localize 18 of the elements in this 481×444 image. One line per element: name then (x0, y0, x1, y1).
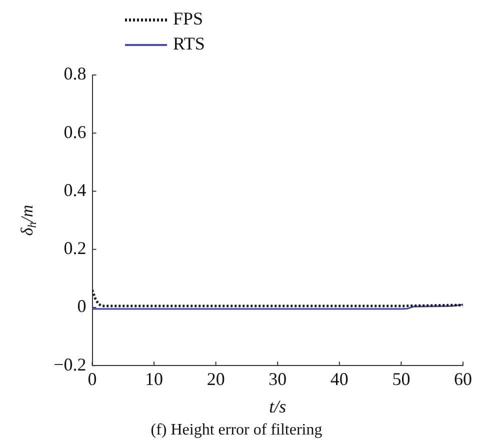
legend-label: FPS (173, 8, 204, 29)
y-tick-label: 0 (77, 296, 86, 316)
x-tick-label: 40 (330, 369, 348, 390)
y-tick-label: 0.6 (64, 122, 86, 142)
y-tick-label: −0.2 (54, 354, 86, 374)
x-tick-label: 50 (392, 369, 410, 390)
y-tick-label: 0.8 (64, 64, 86, 84)
x-axis-title: t/s (269, 396, 286, 417)
x-tick-label: 10 (145, 369, 164, 390)
x-tick-label: 60 (454, 369, 472, 390)
y-axis-title: δh/m (17, 204, 40, 236)
x-tick-label: 20 (206, 369, 225, 390)
y-tick-label: 0.2 (64, 238, 86, 258)
x-tick-label: 30 (268, 369, 287, 390)
y-tick-label: 0.4 (64, 180, 86, 200)
text: (f) Height error of filtering (150, 422, 322, 439)
line-series (92, 288, 463, 308)
legend-label: RTS (173, 34, 205, 54)
